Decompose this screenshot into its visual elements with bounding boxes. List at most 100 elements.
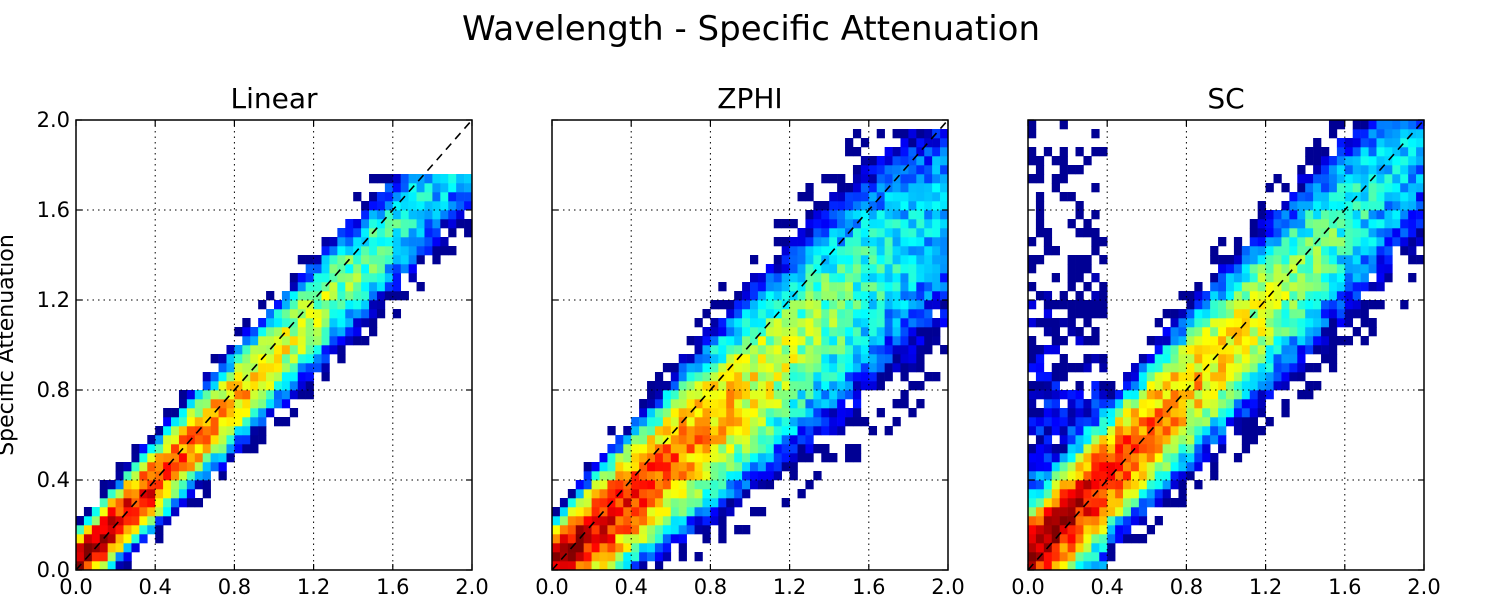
heatmap-cell: [916, 354, 925, 364]
heatmap-cell: [1336, 165, 1346, 175]
heatmap-cell: [559, 525, 569, 535]
heatmap-cell: [1249, 237, 1258, 247]
heatmap-cell: [337, 318, 346, 328]
heatmap-cell: [1115, 444, 1124, 454]
heatmap-cell: [274, 327, 283, 337]
heatmap-cell: [163, 489, 172, 499]
heatmap-cell: [639, 543, 648, 553]
heatmap-cell: [464, 228, 473, 238]
heatmap-cell: [1273, 363, 1282, 373]
heatmap-cell: [591, 543, 600, 553]
heatmap-cell: [1091, 498, 1100, 508]
heatmap-cell: [623, 426, 632, 436]
heatmap-cell: [1281, 264, 1290, 274]
heatmap-cell: [670, 399, 680, 409]
heatmap-cell: [123, 534, 132, 544]
heatmap-cell: [1376, 147, 1385, 157]
heatmap-cell: [392, 228, 402, 238]
heatmap-cell: [1313, 219, 1322, 229]
heatmap-cell: [607, 480, 616, 490]
heatmap-cell: [1336, 282, 1346, 292]
heatmap-cell: [1075, 381, 1084, 391]
heatmap-cell: [1043, 390, 1053, 400]
heatmap-cell: [1352, 300, 1361, 310]
heatmap-cell: [218, 453, 227, 463]
heatmap-cell: [1305, 318, 1314, 328]
heatmap-cell: [202, 399, 211, 409]
heatmap-cell: [647, 462, 656, 472]
heatmap-cell: [734, 489, 743, 499]
heatmap-cell: [1107, 462, 1116, 472]
heatmap-cell: [829, 390, 838, 400]
heatmap-cell: [1360, 219, 1369, 229]
heatmap-cell: [837, 291, 846, 301]
heatmap-cell: [1202, 381, 1211, 391]
heatmap-cell: [1138, 408, 1148, 418]
heatmap-cell: [1099, 426, 1108, 436]
heatmap-cell: [1344, 192, 1354, 202]
heatmap-cell: [694, 462, 703, 472]
heatmap-cell: [1051, 318, 1060, 328]
heatmap-cell: [1083, 417, 1092, 427]
heatmap-cell: [274, 300, 283, 310]
heatmap-cell: [710, 336, 719, 346]
heatmap-cell: [1075, 264, 1084, 274]
heatmap-cell: [1051, 498, 1060, 508]
heatmap-cell: [1035, 363, 1045, 373]
heatmap-cell: [876, 345, 885, 355]
heatmap-cell: [1075, 291, 1084, 301]
heatmap-cell: [1257, 309, 1266, 319]
heatmap-cell: [1297, 210, 1306, 220]
heatmap-cell: [1107, 507, 1116, 517]
heatmap-cell: [99, 534, 108, 544]
heatmap-cell: [1107, 516, 1116, 526]
heatmap-cell: [797, 273, 806, 283]
heatmap-cell: [599, 534, 608, 544]
heatmap-cell: [1273, 210, 1282, 220]
heatmap-cell: [1344, 156, 1354, 166]
heatmap-cell: [186, 471, 196, 481]
heatmap-cell: [1194, 417, 1203, 427]
heatmap-cell: [123, 462, 132, 472]
heatmap-cell: [805, 408, 814, 418]
heatmap-cell: [1352, 210, 1361, 220]
heatmap-cell: [694, 426, 703, 436]
heatmap-cell: [1035, 471, 1045, 481]
heatmap-cell: [734, 327, 743, 337]
heatmap-cell: [1273, 219, 1282, 229]
heatmap-cell: [916, 300, 925, 310]
heatmap-cell: [797, 399, 806, 409]
heatmap-cell: [218, 381, 227, 391]
heatmap-cell: [337, 309, 346, 319]
heatmap-cell: [1218, 237, 1227, 247]
heatmap-cell: [321, 345, 330, 355]
heatmap-cell: [1384, 210, 1393, 220]
heatmap-cell: [1305, 228, 1314, 238]
heatmap-cell: [1162, 498, 1171, 508]
heatmap-cell: [1028, 525, 1037, 535]
heatmap-cell: [242, 426, 251, 436]
heatmap-cell: [329, 336, 338, 346]
heatmap-cell: [1281, 255, 1290, 265]
heatmap-cell: [734, 453, 743, 463]
heatmap-cell: [757, 453, 767, 463]
heatmap-cell: [1360, 174, 1369, 184]
heatmap-cell: [1035, 192, 1045, 202]
heatmap-cell: [750, 471, 759, 481]
heatmap-cell: [194, 399, 204, 409]
heatmap-cell: [1099, 381, 1108, 391]
heatmap-cell: [218, 471, 227, 481]
heatmap-cell: [1336, 273, 1346, 283]
heatmap-cell: [1154, 390, 1163, 400]
heatmap-cell: [1186, 417, 1195, 427]
heatmap-cell: [1043, 489, 1053, 499]
heatmap-cell: [1059, 507, 1068, 517]
heatmap-cell: [639, 453, 648, 463]
heatmap-cell: [178, 390, 188, 400]
heatmap-cell: [1028, 318, 1037, 328]
heatmap-cell: [266, 381, 275, 391]
heatmap-cell: [1218, 444, 1227, 454]
heatmap-cell: [1035, 255, 1045, 265]
heatmap-cell: [123, 543, 132, 553]
heatmap-cell: [599, 543, 608, 553]
